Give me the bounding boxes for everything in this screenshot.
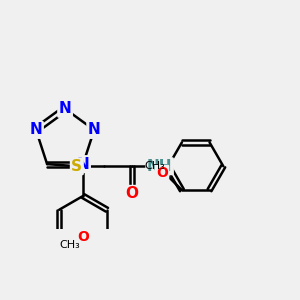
Text: O: O — [78, 230, 89, 244]
Text: O: O — [125, 186, 139, 201]
Text: N: N — [59, 101, 71, 116]
Text: NH: NH — [147, 159, 172, 174]
Text: N: N — [77, 157, 89, 172]
Text: S: S — [71, 159, 82, 174]
Text: N: N — [30, 122, 42, 137]
Text: N: N — [88, 122, 100, 137]
Text: CH₃: CH₃ — [144, 161, 165, 171]
Text: O: O — [156, 166, 168, 180]
Text: CH₃: CH₃ — [59, 240, 80, 250]
